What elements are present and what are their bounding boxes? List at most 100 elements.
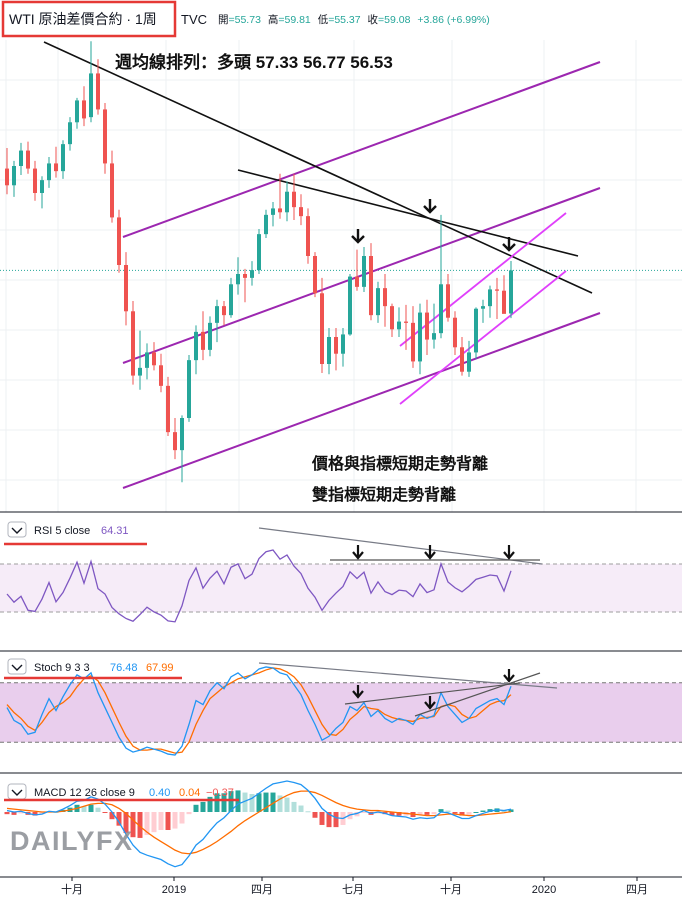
arrow-down-icon	[352, 690, 364, 699]
candle-body	[82, 100, 86, 119]
macd-histogram-bar	[109, 812, 115, 820]
arrow-down-icon	[503, 674, 515, 683]
candle-body	[285, 191, 289, 213]
macd-histogram-bar	[193, 804, 199, 812]
candle-body	[432, 333, 436, 340]
candle-body	[68, 122, 72, 145]
macd-histogram-bar	[123, 812, 129, 833]
candle-body	[12, 166, 16, 186]
macd-histogram-bar	[284, 797, 290, 812]
macd-histogram-bar	[466, 812, 472, 815]
arrow-down-icon	[424, 551, 436, 560]
macd-histogram-bar	[256, 793, 262, 812]
divergence-arrows	[351, 199, 516, 252]
candle-body	[180, 418, 184, 451]
wedge-lower-line	[399, 270, 567, 405]
macd-histogram-bar	[361, 812, 367, 813]
stoch-legend-k: 76.48	[110, 662, 138, 674]
close-value: =59.08	[378, 14, 411, 26]
macd-histogram-bar	[200, 801, 206, 812]
candle-body	[460, 347, 464, 372]
candle-body	[173, 432, 177, 451]
macd-legend-hist: −0.37	[206, 787, 234, 799]
candle-body	[89, 73, 93, 118]
arrow-down-icon	[424, 701, 436, 710]
macd-collapse-button[interactable]	[7, 783, 27, 800]
macd-histogram-bar	[459, 812, 465, 816]
candle-body	[61, 144, 65, 172]
macd-legend-macd: 0.40	[149, 787, 170, 799]
macd-histogram-bar	[102, 812, 108, 813]
macd-histogram-bar	[249, 794, 255, 812]
candle-body	[299, 207, 303, 217]
macd-histogram-bar	[424, 812, 430, 815]
candle-body	[355, 276, 359, 287]
candle-body	[425, 312, 429, 340]
candle-body	[75, 100, 79, 123]
candles	[5, 41, 513, 483]
candle-body	[96, 73, 100, 110]
candle-body	[103, 109, 107, 164]
x-axis-label: 2019	[162, 884, 186, 896]
candle-body	[110, 163, 114, 218]
channel-lower-line	[122, 312, 601, 489]
candle-body	[292, 191, 296, 208]
macd-histogram-bar	[354, 812, 360, 817]
candle-body	[397, 321, 401, 330]
symbol-title[interactable]: WTI 原油差價合約 · 1周	[9, 11, 157, 27]
arrow-down-icon	[502, 243, 516, 252]
stoch-panel	[0, 662, 682, 756]
ma-alignment-note: 週均線排列：多頭 57.33 56.77 56.53	[115, 52, 393, 72]
macd-histogram-bar	[263, 792, 269, 812]
macd-histogram-bar	[487, 809, 493, 812]
candle-body	[376, 288, 380, 316]
macd-histogram-bar	[452, 812, 458, 814]
macd-histogram-bar	[18, 812, 24, 814]
candle-body	[250, 270, 254, 278]
macd-histogram-bar	[445, 810, 451, 812]
candle-body	[509, 270, 513, 314]
arrow-down-icon	[351, 235, 365, 244]
rsi-collapse-button[interactable]	[7, 521, 27, 538]
chevron-down-icon	[11, 527, 23, 534]
x-axis-label: 2020	[532, 884, 556, 896]
macd-histogram-bar	[270, 792, 276, 812]
macd-histogram-bar	[389, 812, 395, 816]
candle-body	[194, 331, 198, 361]
candle-body	[495, 289, 499, 291]
candle-body	[236, 274, 240, 285]
x-axis-label: 四月	[251, 884, 273, 896]
macd-histogram-bar	[396, 812, 402, 816]
candle-body	[159, 365, 163, 386]
low-value: =55.37	[328, 14, 361, 26]
candle-body	[383, 288, 387, 307]
macd-histogram-bar	[130, 812, 136, 838]
divergence-note-1: 價格與指標短期走勢背離	[311, 454, 488, 473]
candle-body	[215, 306, 219, 323]
data-source: TVC	[181, 12, 207, 27]
macd-histogram-bar	[319, 812, 325, 825]
symbol-highlight-box	[1, 0, 177, 38]
candle-body	[271, 208, 275, 215]
macd-histogram-bar	[116, 812, 122, 826]
macd-histogram-bar	[221, 793, 227, 812]
candle-body	[54, 163, 58, 172]
macd-histogram-bar	[291, 801, 297, 812]
x-axis-label: 七月	[342, 883, 364, 896]
candle-body	[411, 322, 415, 362]
chevron-down-icon	[11, 789, 23, 796]
channel-upper-line	[122, 61, 601, 238]
candle-body	[306, 216, 310, 256]
macd-histogram-bar	[144, 812, 150, 836]
candle-body	[264, 214, 268, 235]
rsi-legend-value: 64.31	[101, 525, 129, 537]
x-axis-label: 十月	[61, 882, 83, 896]
macd-histogram-bar	[11, 812, 17, 815]
candle-body	[481, 306, 485, 309]
low-label: 低	[318, 13, 329, 26]
stoch-collapse-button[interactable]	[7, 658, 27, 675]
candle-body	[257, 234, 261, 271]
candle-body	[320, 293, 324, 364]
macd-histogram-bar	[81, 806, 87, 812]
candle-body	[19, 150, 23, 166]
